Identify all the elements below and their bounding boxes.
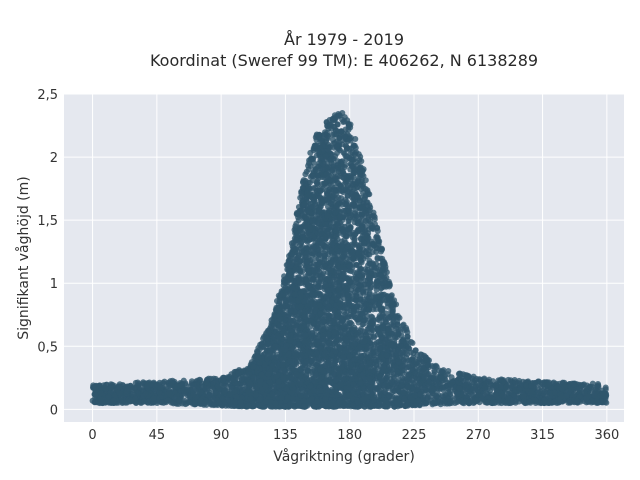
data-point [274,298,280,304]
data-point [369,314,376,321]
data-point [431,369,438,376]
data-point [391,338,398,345]
data-point [254,348,260,355]
data-point [298,190,305,197]
data-point [353,303,360,310]
data-point [409,340,416,346]
chart-subtitle: Koordinat (Sweref 99 TM): E 406262, N 61… [150,51,538,70]
data-point [358,158,365,165]
data-point [293,333,300,340]
data-point [370,333,377,340]
data-point [346,216,353,223]
data-point [351,269,358,276]
data-point [373,286,380,293]
data-point [404,333,411,340]
data-point [433,363,440,370]
data-point [379,255,386,262]
data-point [374,254,381,261]
data-point [390,373,397,380]
data-point [353,261,360,268]
data-point [358,258,364,264]
data-point [367,260,374,267]
data-point [377,344,383,351]
chart-title: År 1979 - 2019 [284,30,404,49]
data-point [355,151,362,158]
data-point [567,399,574,406]
data-points [89,110,610,410]
data-point [135,385,142,392]
